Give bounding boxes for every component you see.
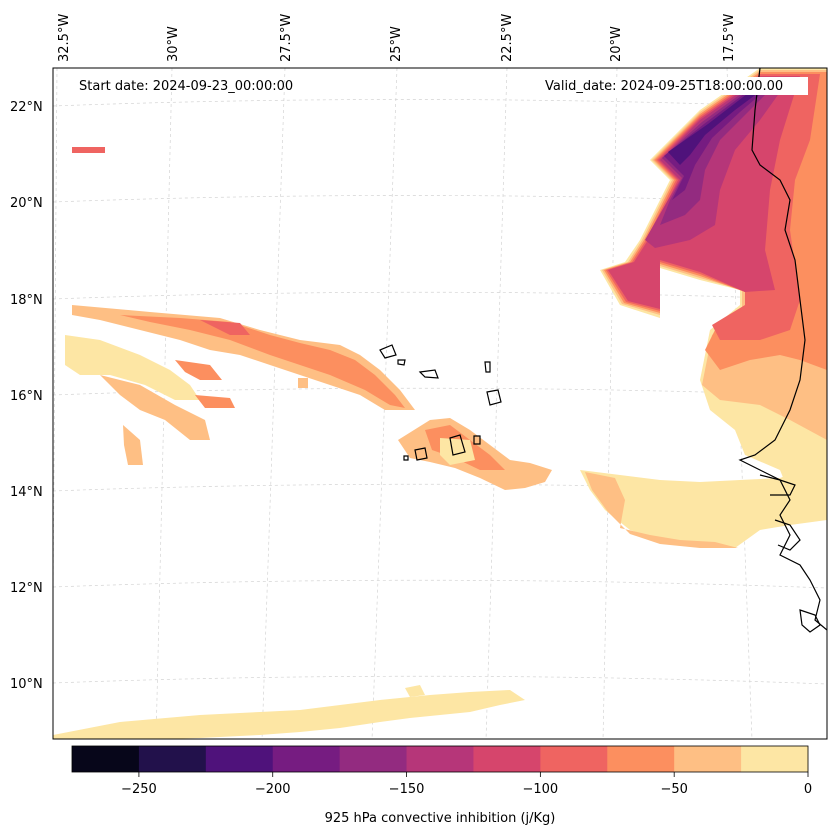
cin-region-ne-200 [664,82,775,200]
lon-label-27-5w: 27.5°W [279,14,294,62]
colorbar: −250 −200 −150 −100 −50 0 925 hPa convective … [71,745,812,826]
colorbar-swatch [406,746,474,772]
guinea-bissau-coast [774,519,801,551]
meridian-22-5w [485,68,508,739]
cin-region-ne-175 [660,80,780,225]
cin-patch-west-yellow [65,335,200,400]
lon-label-25w: 25°W [389,26,404,62]
colorbar-ticks: −250 −200 −150 −100 −50 0 [121,772,812,797]
meridian-32-5w [53,68,58,653]
cin-band-east-yellow [580,470,827,548]
parallel-12n [53,579,827,589]
parallel-18n [53,291,827,301]
cin-patch-west-orange [100,375,210,440]
colorbar-swatch [607,746,675,772]
cv-boa-vista [486,389,502,406]
colorbar-swatch [540,746,608,772]
meridian-27-5w [261,68,286,739]
cv-maio [473,435,481,445]
lat-label-20n: 20°N [10,196,43,211]
lat-label-18n: 18°N [10,293,43,308]
cin-patch-south-small [405,685,425,697]
cin-contours [53,68,827,739]
cv-sao-nicolau [418,369,439,379]
cin-band-west [72,305,415,410]
lon-label-20w: 20°W [609,26,624,62]
coastline [379,68,827,633]
valid-date-box [540,77,808,95]
cin-band-west-inner [120,315,405,408]
lat-label-10n: 10°N [10,677,43,692]
lat-label-12n: 12°N [10,581,43,596]
colorbar-swatch [72,746,140,772]
meridian-20w [602,68,618,739]
colorbar-frame [71,745,809,773]
cv-sao-vicente [397,359,406,366]
start-date-text: Start date: 2024-09-23_00:00:00 [79,79,293,94]
bissagos [799,609,821,633]
lat-labels: 22°N 20°N 18°N 16°N 14°N 12°N 10°N [10,100,43,692]
lon-label-32-5w: 32.5°W [57,14,72,62]
lon-label-22-5w: 22.5°W [500,14,515,62]
cin-patch-mid-orange-2 [195,395,235,408]
cin-patch-small-orange [298,378,308,388]
map-frame [52,67,828,740]
colorbar-swatch [339,746,408,772]
cv-santiago [449,434,466,456]
cv-fogo [414,447,428,461]
cin-region-ne-225 [668,84,770,165]
cin-band-south [53,690,525,739]
lat-label-22n: 22°N [10,100,43,115]
colorbar-label: 925 hPa convective inhibition (j/Kg) [325,811,556,826]
cin-patch-west-red [72,147,105,153]
colorbar-swatches [72,746,809,772]
cin-band-east-orange [585,472,738,548]
colorbar-swatch [741,746,809,772]
cin-patch-west-small [123,425,143,465]
colorbar-swatch [674,746,742,772]
cin-patch-mid-orange [175,360,222,380]
cv-brava [403,455,409,461]
west-africa-coast [738,68,827,631]
colorbar-swatch [138,746,207,772]
cv-sal [484,361,491,373]
lon-label-30w: 30°W [166,26,181,62]
colorbar-tick-label: −100 [523,782,559,797]
lon-labels: 32.5°W 30°W 27.5°W 25°W 22.5°W 20°W 17.5… [57,14,737,62]
colorbar-tick-label: −200 [255,782,291,797]
cv-santo-antao [379,344,397,359]
colorbar-tick-label: 0 [804,782,812,797]
parallel-10n [53,675,827,685]
colorbar-swatch [205,746,274,772]
valid-date-text: Valid_date: 2024-09-25T18:00:00.00 [545,79,783,94]
colorbar-swatch [473,746,541,772]
colorbar-swatch [272,746,341,772]
lat-label-16n: 16°N [10,389,43,404]
gambia-river [759,474,796,496]
colorbar-tick-label: −250 [121,782,157,797]
lon-label-17-5w: 17.5°W [722,14,737,62]
colorbar-tick-label: −50 [660,782,687,797]
lat-label-14n: 14°N [10,485,43,500]
cin-band-west-core [200,320,250,335]
cin-band-capeverde-yellow [440,438,475,465]
colorbar-tick-label: −150 [389,782,425,797]
